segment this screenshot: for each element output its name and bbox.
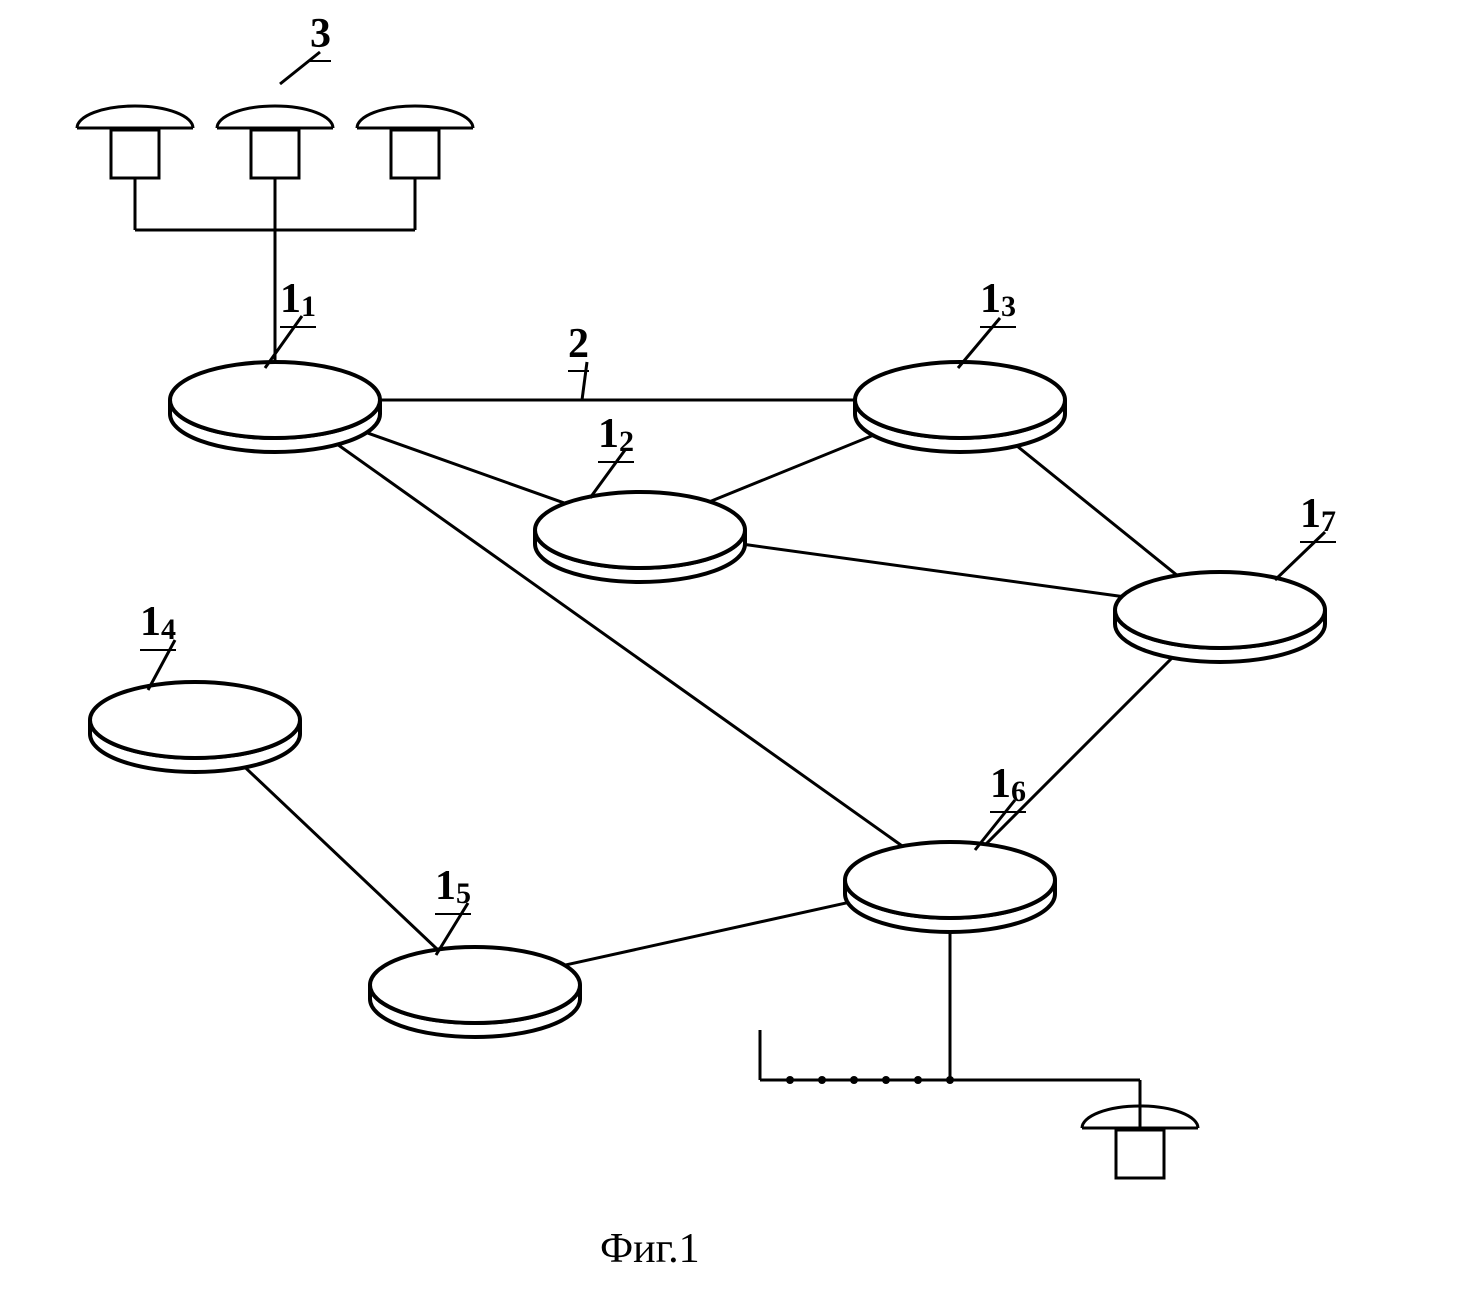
subscriber-box xyxy=(391,130,439,178)
subscriber-box xyxy=(111,130,159,178)
node-label-n2: 12 xyxy=(598,410,634,463)
node-top xyxy=(1115,572,1325,648)
ellipsis-dot xyxy=(914,1076,922,1084)
node-n4 xyxy=(90,682,300,772)
subscriber-box xyxy=(251,130,299,178)
nodes-group xyxy=(90,362,1325,1037)
node-label-n1: 11 xyxy=(280,275,316,328)
node-label-n6: 16 xyxy=(990,760,1026,813)
subscriber-cap xyxy=(77,106,193,128)
edge-label-2-main: 2 xyxy=(568,321,589,367)
subscriber-cap xyxy=(217,106,333,128)
edge xyxy=(350,427,565,504)
node-label-n4: 14 xyxy=(140,598,176,651)
node-top xyxy=(855,362,1065,438)
ellipsis-dot xyxy=(786,1076,794,1084)
node-label-n4-sub: 4 xyxy=(161,613,176,646)
subscriber-group-bottom xyxy=(760,916,1198,1178)
node-label-n6-main: 1 xyxy=(990,761,1011,807)
subscriber-box xyxy=(1116,1130,1164,1178)
node-label-n3-main: 1 xyxy=(980,276,1001,322)
node-n6 xyxy=(845,842,1055,932)
node-label-n5: 15 xyxy=(435,862,471,915)
node-label-n1-sub: 1 xyxy=(301,290,316,323)
node-n2 xyxy=(535,492,745,582)
edge xyxy=(986,646,1185,845)
edge-label-2: 2 xyxy=(568,320,589,372)
node-top xyxy=(90,682,300,758)
node-n3 xyxy=(855,362,1065,452)
edge xyxy=(738,544,1122,597)
subscriber-cap xyxy=(357,106,473,128)
subscriber-label-3: 3 xyxy=(310,10,331,62)
ellipsis-dot xyxy=(818,1076,826,1084)
edge xyxy=(565,900,861,965)
leaders-group xyxy=(148,52,1325,955)
node-top xyxy=(170,362,380,438)
node-n7 xyxy=(1115,572,1325,662)
subscriber-group-top xyxy=(77,106,473,365)
node-label-n4-main: 1 xyxy=(140,599,161,645)
caption-text: Фиг.1 xyxy=(600,1226,700,1272)
node-top xyxy=(845,842,1055,918)
ellipsis-dot xyxy=(850,1076,858,1084)
node-top xyxy=(370,947,580,1023)
node-label-n1-main: 1 xyxy=(280,276,301,322)
node-label-n2-sub: 2 xyxy=(619,425,634,458)
subscriber-label-3-main: 3 xyxy=(310,11,331,57)
node-label-n7-sub: 7 xyxy=(1321,505,1336,538)
edge xyxy=(233,755,438,949)
edge xyxy=(710,428,890,501)
node-label-n7: 17 xyxy=(1300,490,1336,543)
node-label-n5-sub: 5 xyxy=(456,877,471,910)
node-label-n5-main: 1 xyxy=(435,863,456,909)
node-label-n7-main: 1 xyxy=(1300,491,1321,537)
node-label-n6-sub: 6 xyxy=(1011,775,1026,808)
node-label-n2-main: 1 xyxy=(598,411,619,457)
figure-caption: Фиг.1 xyxy=(600,1225,700,1273)
node-top xyxy=(535,492,745,568)
ellipsis-dot xyxy=(946,1076,954,1084)
node-label-n3: 13 xyxy=(980,275,1016,328)
node-n5 xyxy=(370,947,580,1037)
ellipsis-dot xyxy=(882,1076,890,1084)
node-label-n3-sub: 3 xyxy=(1001,290,1016,323)
edge xyxy=(1003,435,1177,576)
node-n1 xyxy=(170,362,380,452)
